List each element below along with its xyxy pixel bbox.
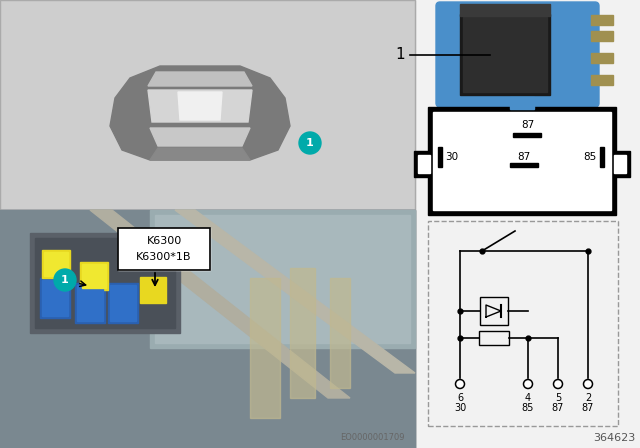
Text: 87: 87 [522,120,534,130]
Bar [108,283,138,323]
Bar [428,221,618,426]
Text: K6300*1B: K6300*1B [136,252,192,262]
Circle shape [524,379,532,388]
Bar [0,210,415,448]
Bar [510,97,534,109]
Bar [40,278,70,318]
Bar [591,31,613,41]
Bar [438,147,442,167]
Bar [479,331,509,345]
Text: 4: 4 [525,393,531,403]
Bar [42,250,70,278]
Bar [140,277,166,303]
Text: 85: 85 [584,152,596,162]
Bar [614,155,626,173]
Text: 87: 87 [552,403,564,413]
Circle shape [584,379,593,388]
Polygon shape [110,66,290,160]
Bar [150,210,415,348]
Bar [0,210,415,448]
Polygon shape [150,128,250,146]
Bar [75,283,105,323]
Text: 1: 1 [306,138,314,148]
Bar [77,285,103,321]
Bar [0,0,415,210]
Circle shape [554,379,563,388]
Bar [0,0,415,210]
Text: EO0000001709: EO0000001709 [340,433,405,442]
Polygon shape [150,148,250,160]
Text: 30: 30 [454,403,466,413]
Bar [433,112,611,210]
Text: 85: 85 [522,403,534,413]
Bar [118,228,210,270]
Polygon shape [175,210,415,373]
Bar [0,210,415,448]
Bar [480,297,508,325]
Circle shape [299,132,321,154]
Text: 87: 87 [582,403,594,413]
Bar [110,285,136,321]
Bar [513,133,541,137]
Text: 6: 6 [457,393,463,403]
Bar [591,15,613,25]
Circle shape [54,269,76,291]
Bar [428,107,616,215]
Text: 2: 2 [585,393,591,403]
Bar [510,163,538,167]
Bar [155,215,410,343]
Text: 364623: 364623 [593,433,635,443]
Bar [44,252,68,276]
Text: 1: 1 [396,47,405,62]
Bar [460,4,550,16]
Bar [30,233,180,333]
Bar [250,278,280,418]
FancyBboxPatch shape [436,2,599,107]
Bar [330,278,350,388]
Polygon shape [178,92,222,120]
Polygon shape [148,72,252,86]
Bar [591,75,613,85]
Bar [614,151,630,177]
Text: K6300: K6300 [147,237,182,246]
Text: 5: 5 [555,393,561,403]
Bar [42,280,68,316]
Text: 87: 87 [517,152,531,162]
Text: 30: 30 [445,152,459,162]
Bar [118,228,210,270]
Circle shape [456,379,465,388]
Bar [414,151,430,177]
Polygon shape [148,90,252,122]
Bar [463,17,547,92]
Bar [35,238,175,328]
Bar [82,264,106,288]
Bar [600,147,604,167]
Bar [418,155,430,173]
Bar [460,14,550,95]
Text: 1: 1 [61,275,69,285]
Bar [80,262,108,290]
Polygon shape [90,210,350,398]
Bar [591,53,613,63]
Bar [290,268,315,398]
